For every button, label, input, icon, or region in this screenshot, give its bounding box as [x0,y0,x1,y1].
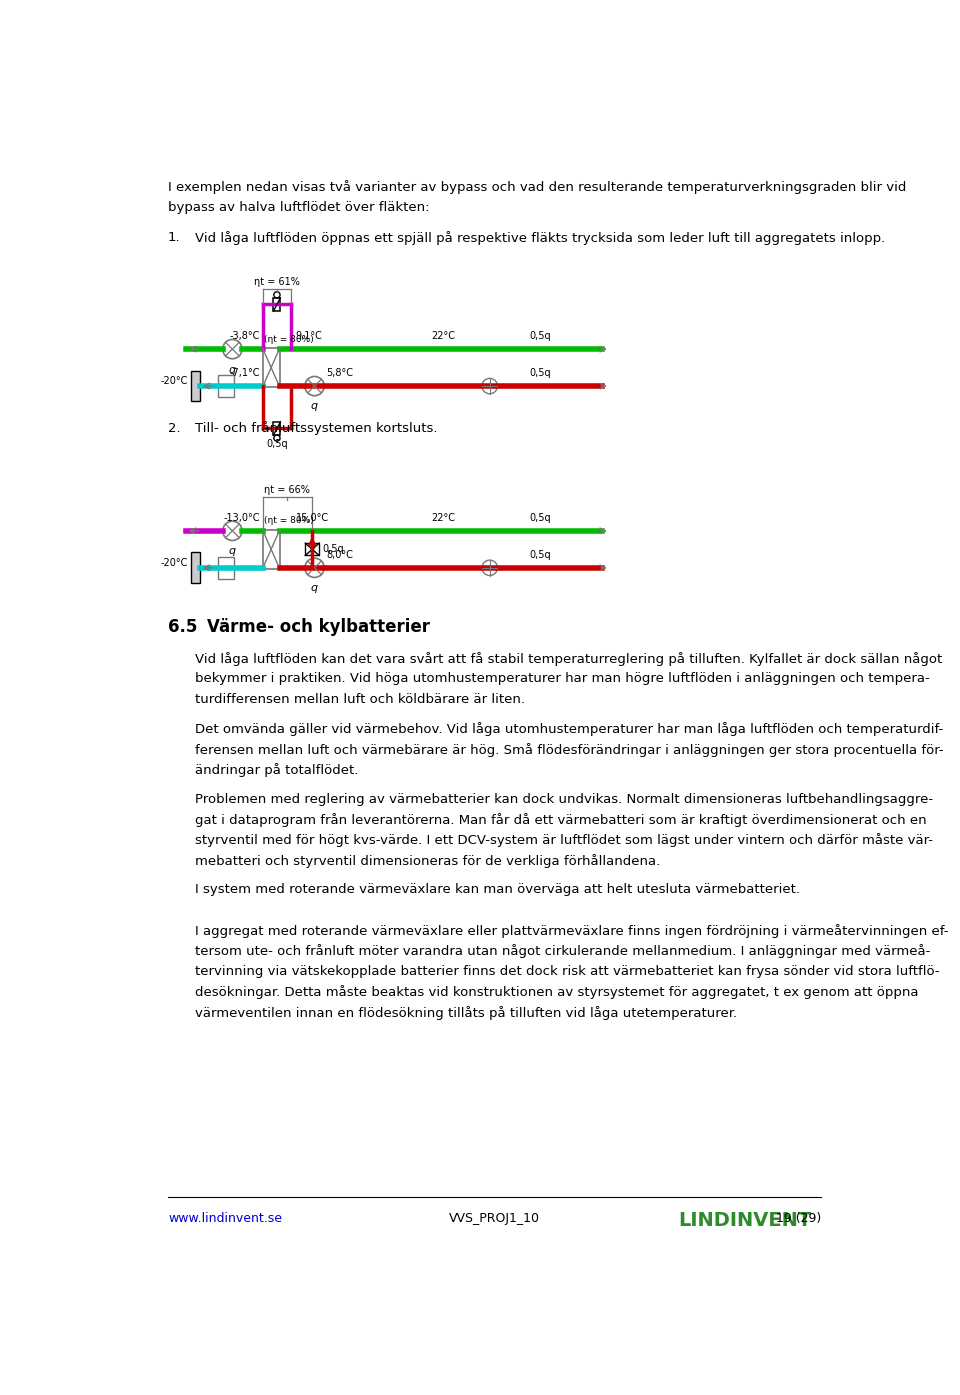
Bar [190,371,200,402]
Text: Värme- och kylbatterier: Värme- och kylbatterier [206,618,430,636]
Text: 8,0°C: 8,0°C [325,550,352,561]
Text: -20°C: -20°C [161,377,188,386]
Text: ηt = 66%: ηt = 66% [264,484,310,495]
Text: 0,5q: 0,5q [529,368,551,378]
Text: värmeventilen innan en flödesökning tillåts på tilluften vid låga utetemperature: värmeventilen innan en flödesökning till… [195,1006,737,1020]
Text: 0,5q: 0,5q [529,513,551,523]
Text: I aggregat med roterande värmeväxlare eller plattvärmeväxlare finns ingen fördrö: I aggregat med roterande värmeväxlare el… [195,923,948,937]
Text: 2.: 2. [168,421,180,434]
Text: mebatteri och styrventil dimensioneras för de verkliga förhållandena.: mebatteri och styrventil dimensioneras f… [195,854,660,868]
Text: 22°C: 22°C [431,332,455,342]
Text: q: q [311,583,318,593]
Text: -20°C: -20°C [161,558,188,568]
Text: I system med roterande värmeväxlare kan man överväga att helt utesluta värmebatt: I system med roterande värmeväxlare kan … [195,883,801,897]
Text: 15,0°C: 15,0°C [296,513,328,523]
Text: q: q [311,402,318,412]
Text: -13,0°C: -13,0°C [224,513,260,523]
Bar [305,543,319,555]
Text: 22°C: 22°C [431,513,455,523]
Text: Till- och frånluftssystemen kortsluts.: Till- och frånluftssystemen kortsluts. [195,421,438,435]
Text: bypass av halva luftflödet över fläkten:: bypass av halva luftflödet över fläkten: [168,201,429,213]
Text: tervinning via vätskekopplade batterier finns det dock risk att värmebatteriet k: tervinning via vätskekopplade batterier … [195,965,940,978]
Text: VVS_PROJ1_10: VVS_PROJ1_10 [449,1212,540,1225]
Bar [263,349,279,386]
Text: q: q [228,547,236,557]
Text: q: q [228,364,236,374]
Text: ferensen mellan luft och värmebärare är hög. Små flödesförändringar i anläggning: ferensen mellan luft och värmebärare är … [195,742,944,756]
Text: turdifferensen mellan luft och köldbärare är liten.: turdifferensen mellan luft och köldbärar… [195,692,525,706]
Text: LINDINVENT: LINDINVENT [678,1211,811,1230]
Bar [263,530,279,569]
Text: I exemplen nedan visas två varianter av bypass och vad den resulterande temperat: I exemplen nedan visas två varianter av … [168,180,906,194]
Text: 0,5q: 0,5q [529,550,551,561]
Text: 0,5q: 0,5q [266,439,288,449]
Bar [219,375,234,396]
Text: 1.: 1. [168,230,180,244]
Text: 6.5: 6.5 [168,618,198,636]
Text: ändringar på totalflödet.: ändringar på totalflödet. [195,763,358,777]
Text: -3,8°C: -3,8°C [229,332,260,342]
Text: tersom ute- och frånluft möter varandra utan något cirkulerande mellanmedium. I : tersom ute- och frånluft möter varandra … [195,944,930,958]
Text: Vid låga luftflöden öppnas ett spjäll på respektive fläkts trycksida som leder l: Vid låga luftflöden öppnas ett spjäll på… [195,230,885,244]
Bar [274,421,280,435]
Text: Problemen med reglering av värmebatterier kan dock undvikas. Normalt dimensioner: Problemen med reglering av värmebatterie… [195,792,933,806]
Text: (ηt = 80%): (ηt = 80%) [264,335,314,343]
Bar [219,557,234,579]
Text: -7,1°C: -7,1°C [229,368,260,378]
Text: gat i dataprogram från leverantörerna. Man får då ett värmebatteri som är krafti: gat i dataprogram från leverantörerna. M… [195,813,926,827]
Text: ηt = 61%: ηt = 61% [254,276,300,287]
Text: 0,5q: 0,5q [529,332,551,342]
Text: desökningar. Detta måste beaktas vid konstruktionen av styrsystemet för aggregat: desökningar. Detta måste beaktas vid kon… [195,985,919,999]
Text: 5,8°C: 5,8°C [325,368,353,378]
Text: 0,5q: 0,5q [323,544,344,554]
Text: Det omvända gäller vid värmebehov. Vid låga utomhustemperaturer har man låga luf: Det omvända gäller vid värmebehov. Vid l… [195,723,944,737]
Text: www.lindinvent.se: www.lindinvent.se [168,1212,282,1225]
Text: bekymmer i praktiken. Vid höga utomhustemperaturer har man högre luftflöden i an: bekymmer i praktiken. Vid höga utomhuste… [195,672,930,685]
Text: 19 (29): 19 (29) [776,1212,822,1225]
Text: 9,1°C: 9,1°C [296,332,323,342]
Text: (ηt = 80%): (ηt = 80%) [264,516,314,526]
Bar [190,552,200,583]
Bar [274,299,280,311]
Text: styrventil med för högt kvs-värde. I ett DCV-system är luftflödet som lägst unde: styrventil med för högt kvs-värde. I ett… [195,833,933,847]
Text: Vid låga luftflöden kan det vara svårt att få stabil temperaturreglering på till: Vid låga luftflöden kan det vara svårt a… [195,651,943,665]
